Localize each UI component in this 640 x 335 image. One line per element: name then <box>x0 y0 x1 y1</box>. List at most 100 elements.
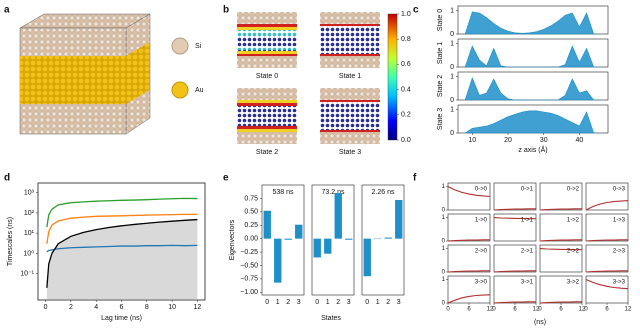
colorbar-tick-label: 0.0 <box>401 137 411 144</box>
subplot-label: 2->3 <box>613 249 626 255</box>
x-tick-label: 0 <box>315 299 319 306</box>
bar <box>334 193 342 239</box>
probability-line <box>493 208 536 211</box>
colorbar-tick-label: 0.2 <box>401 112 411 119</box>
probability-line <box>493 301 536 304</box>
legend-label: Au <box>195 87 204 94</box>
y-tick-label: 0.25 <box>244 222 258 229</box>
probability-line <box>493 270 536 273</box>
probability-line <box>539 239 582 242</box>
y-tick-label: 0.50 <box>244 209 258 216</box>
plot-frame <box>311 184 355 296</box>
probability-line <box>585 279 629 290</box>
x-tick-label: 0 <box>44 304 48 311</box>
panel-label: d <box>4 173 10 184</box>
probability-line <box>539 208 582 211</box>
bar <box>395 200 403 239</box>
plot-frame <box>493 182 537 211</box>
y-tick-label: 0 <box>442 301 446 307</box>
timescale-line <box>46 213 198 244</box>
panel-label: b <box>223 5 229 16</box>
x-tick-label: 6 <box>120 304 124 311</box>
x-tick-label: 0 <box>365 299 369 306</box>
bar <box>263 210 271 239</box>
y-tick-label: −0.25 <box>240 249 258 256</box>
y-tick-label: 10¹ <box>24 230 35 237</box>
x-tick-label: 1 <box>276 299 280 306</box>
colorbar-tick-label: 0.4 <box>401 86 411 93</box>
plot-frame <box>361 184 405 296</box>
bar <box>313 238 321 258</box>
x-tick-label: 6 <box>467 307 471 313</box>
x-tick-label: 2 <box>386 299 390 306</box>
y-tick-label: 0 <box>442 239 446 245</box>
state-axis-label: State 0 <box>437 9 444 31</box>
probability-line <box>539 247 582 251</box>
y-tick-label: 10³ <box>24 190 35 197</box>
density-area <box>464 45 601 68</box>
y-tick-label: 1 <box>450 41 454 48</box>
x-tick-label: 0 <box>492 307 496 313</box>
atom-box <box>19 13 151 135</box>
x-tick-label: 12 <box>194 304 202 311</box>
bar <box>324 238 332 254</box>
density-area <box>464 76 601 101</box>
probability-line <box>447 186 491 197</box>
y-tick-label: −1.00 <box>240 289 258 296</box>
subplot-label: 0->0 <box>475 187 488 193</box>
y-tick-label: 1 <box>442 246 446 252</box>
x-tick-label: 0 <box>538 307 542 313</box>
state-label: State 3 <box>339 149 361 156</box>
x-tick-label: 2 <box>336 299 340 306</box>
probability-line <box>447 294 491 304</box>
probability-line <box>585 239 628 242</box>
legend-au-marker <box>171 81 189 99</box>
x-tick-label: 10 <box>168 304 176 311</box>
plot-frame <box>493 213 537 242</box>
timescale-line <box>46 197 198 228</box>
subplot-label: 1->0 <box>475 218 488 224</box>
panel-label: f <box>413 173 417 184</box>
subplot-title: 2.26 ns <box>372 189 395 196</box>
y-tick-label: 1 <box>442 215 446 221</box>
x-tick-label: 40 <box>576 137 584 144</box>
subplot-label: 3->3 <box>613 280 626 286</box>
legend-si-marker <box>171 37 189 55</box>
x-tick-label: 2 <box>69 304 73 311</box>
colorbar-tick-label: 1.0 <box>401 11 411 18</box>
x-axis-label: States <box>321 315 341 322</box>
shaded-area <box>46 219 198 300</box>
x-tick-label: 6 <box>513 307 517 313</box>
bar <box>295 224 303 239</box>
plot-frame <box>447 182 491 211</box>
plot-frame <box>539 213 583 242</box>
y-tick-label: 0.75 <box>244 195 258 202</box>
y-tick-label: 1 <box>450 8 454 15</box>
panel-label: e <box>223 173 229 184</box>
x-axis-label: (ns) <box>534 319 546 326</box>
bar <box>274 238 282 283</box>
x-tick-label: 12 <box>487 307 494 313</box>
bar <box>384 237 392 239</box>
probability-line <box>447 270 490 273</box>
y-axis-label: Eigenvectors <box>229 219 236 260</box>
legend-label: Si <box>195 43 202 50</box>
subplot-label: 0->2 <box>567 187 580 193</box>
plot-frame <box>585 213 629 242</box>
density-area <box>464 11 601 35</box>
y-tick-label: −0.75 <box>240 276 258 283</box>
y-tick-label: 0 <box>450 97 454 104</box>
y-axis-label: Timescales (ns) <box>7 217 14 266</box>
state-images <box>237 12 380 144</box>
probability-line <box>585 200 629 211</box>
bar <box>284 238 292 240</box>
x-tick-label: 30 <box>540 137 548 144</box>
y-tick-label: 0 <box>450 31 454 38</box>
y-tick-label: 1 <box>450 107 454 114</box>
y-tick-label: 0 <box>442 208 446 214</box>
x-tick-label: 0 <box>584 307 588 313</box>
x-tick-label: 2 <box>286 299 290 306</box>
x-tick-label: 6 <box>605 307 609 313</box>
